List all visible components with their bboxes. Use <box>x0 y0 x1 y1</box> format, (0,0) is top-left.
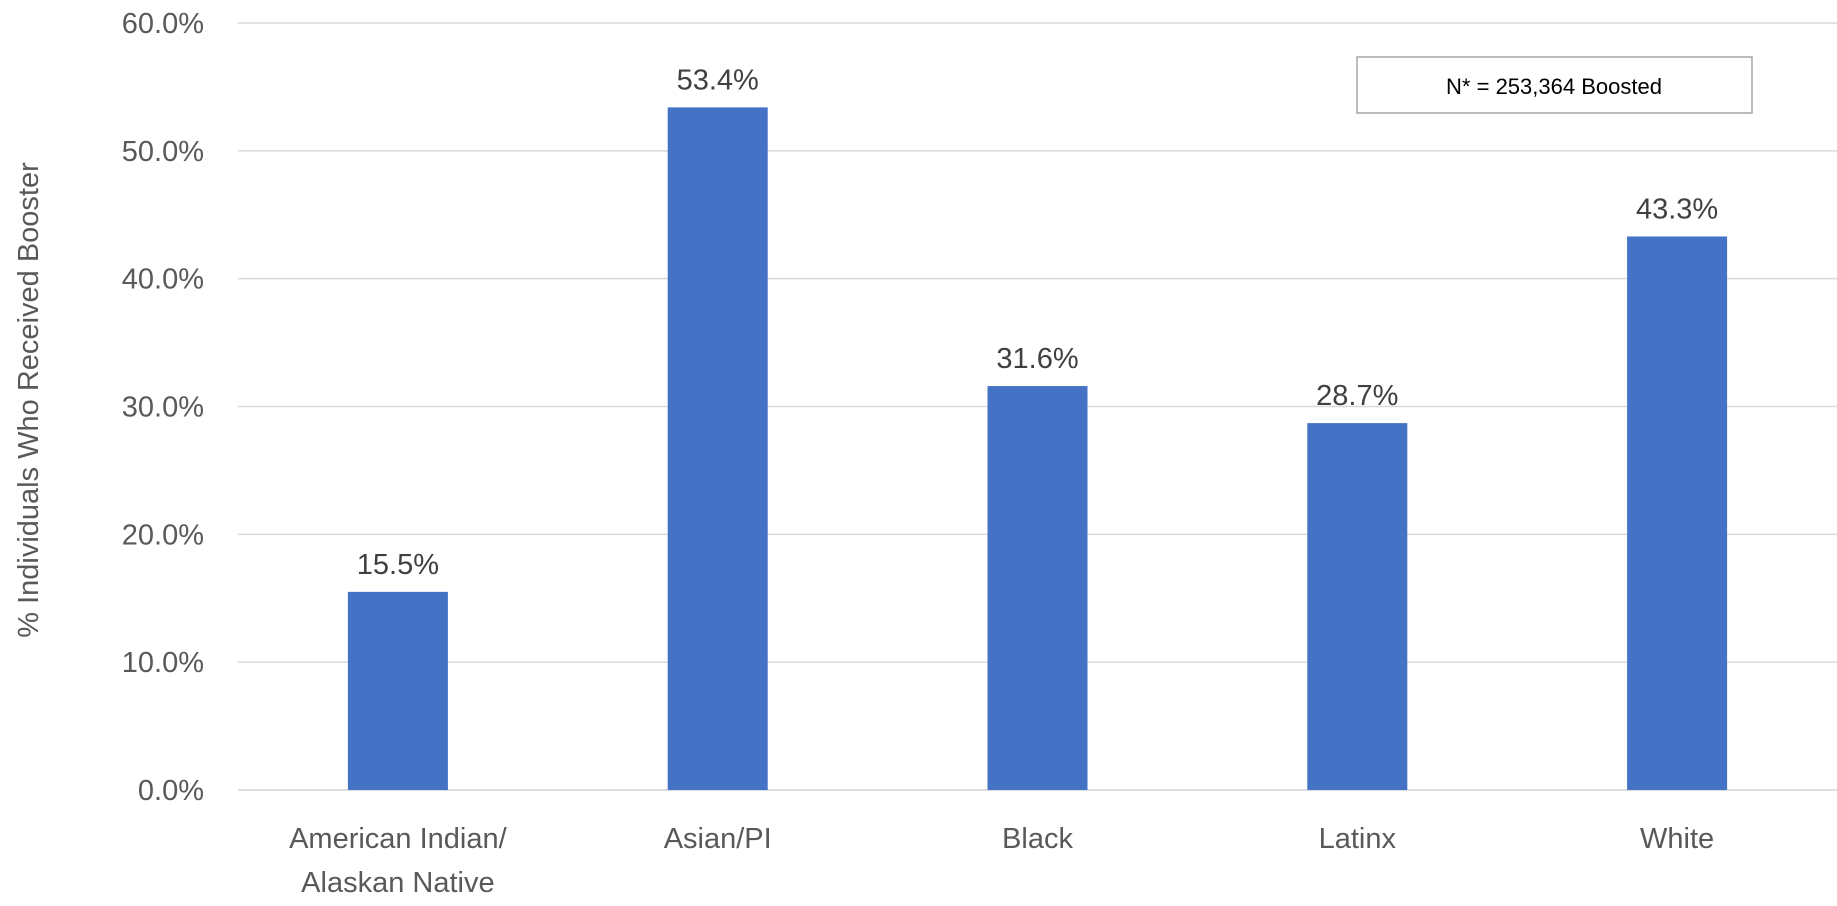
y-tick-label: 40.0% <box>122 264 204 296</box>
data-label: 31.6% <box>996 343 1078 375</box>
bar <box>667 107 768 791</box>
bar <box>987 386 1088 790</box>
x-tick-label: Black <box>1002 823 1073 855</box>
data-labels: 15.5% 53.4% 31.6% 28.7% 43.3% <box>357 64 1718 580</box>
n-annotation-frame <box>1356 56 1753 114</box>
x-tick-label-line: Alaskan Native <box>301 867 494 899</box>
y-tick-label: 20.0% <box>122 519 204 551</box>
data-label: 28.7% <box>1316 380 1398 412</box>
x-tick-label-line: White <box>1640 823 1714 855</box>
n-annotation-text: N* = 253,364 Boosted <box>1446 74 1662 99</box>
data-label: 15.5% <box>357 549 439 581</box>
x-tick-label: Latinx <box>1319 823 1397 855</box>
data-label: 53.4% <box>677 64 759 96</box>
y-tick-label: 0.0% <box>138 775 204 807</box>
bar <box>1307 423 1408 790</box>
x-tick-label-line: Black <box>1002 823 1073 855</box>
y-axis-ticks: 0.0% 10.0% 20.0% 30.0% 40.0% 50.0% 60.0% <box>122 8 204 807</box>
y-axis-label: % Individuals Who Received Booster <box>13 162 45 638</box>
x-tick-label: Asian/PI <box>664 823 772 855</box>
x-tick-label: White <box>1640 823 1714 855</box>
x-axis-ticks: American Indian/Alaskan Native Asian/PI Bl… <box>289 823 1714 899</box>
bar <box>1627 236 1728 790</box>
y-tick-label: 10.0% <box>122 647 204 679</box>
data-label: 43.3% <box>1636 193 1718 225</box>
y-tick-label: 60.0% <box>122 8 204 40</box>
bar <box>347 591 448 790</box>
y-tick-label: 50.0% <box>122 136 204 168</box>
x-tick-label-line: American Indian/ <box>289 823 508 855</box>
x-tick-label-line: Asian/PI <box>664 823 772 855</box>
n-annotation-box: N* = 253,364 Boosted <box>1356 56 1753 114</box>
x-tick-label-line: Latinx <box>1319 823 1397 855</box>
bars <box>347 107 1728 791</box>
x-tick-label: American Indian/Alaskan Native <box>289 823 508 899</box>
y-tick-label: 30.0% <box>122 392 204 424</box>
